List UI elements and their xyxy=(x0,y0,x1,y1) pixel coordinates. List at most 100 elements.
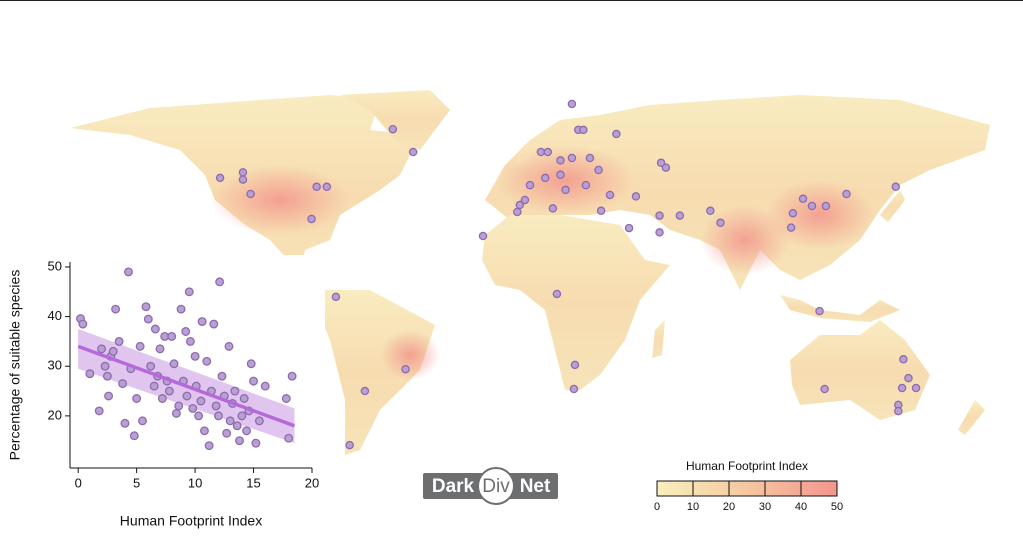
x-tick-label: 0 xyxy=(75,475,82,490)
logo: Dark Div Net xyxy=(423,467,558,505)
logo-net: Net xyxy=(520,476,551,497)
site xyxy=(605,190,615,200)
point xyxy=(169,359,179,369)
point xyxy=(284,433,294,443)
site xyxy=(215,173,225,183)
point xyxy=(188,403,198,413)
site xyxy=(596,206,606,216)
japan xyxy=(880,190,905,222)
point xyxy=(102,371,112,381)
greenland xyxy=(340,90,450,150)
point xyxy=(141,302,151,312)
footprint-hotspot xyxy=(210,165,350,235)
point xyxy=(232,421,242,431)
site xyxy=(520,195,530,205)
site xyxy=(478,231,488,241)
point xyxy=(167,332,177,341)
colorbar-tick-label: 10 xyxy=(687,501,699,513)
point xyxy=(202,356,212,366)
point xyxy=(155,344,165,354)
point xyxy=(129,431,139,441)
point xyxy=(217,371,227,381)
colorbar-tick-label: 30 xyxy=(759,501,771,513)
point xyxy=(78,319,88,329)
site xyxy=(807,201,817,211)
footprint-hotspot xyxy=(495,145,635,215)
logo-div: Div xyxy=(482,476,510,497)
point xyxy=(150,324,160,334)
footprint-hotspot xyxy=(765,180,875,250)
point xyxy=(199,426,209,436)
point xyxy=(239,394,249,403)
point xyxy=(197,317,207,327)
point xyxy=(281,394,291,403)
point xyxy=(118,379,128,389)
site xyxy=(661,163,671,172)
site xyxy=(238,168,248,177)
logo-dark: Dark xyxy=(432,476,475,497)
new-zealand xyxy=(958,400,985,435)
site xyxy=(821,201,831,211)
point xyxy=(182,391,192,401)
australia xyxy=(790,320,930,420)
point xyxy=(104,391,114,401)
point xyxy=(176,304,186,314)
site xyxy=(515,200,525,210)
point xyxy=(260,381,270,391)
point xyxy=(211,401,221,411)
madagascar xyxy=(652,320,665,358)
x-tick-label: 15 xyxy=(246,475,260,490)
point xyxy=(249,376,258,386)
site xyxy=(312,182,321,192)
site xyxy=(675,211,685,220)
point xyxy=(164,386,174,396)
point xyxy=(246,359,256,369)
point xyxy=(184,287,194,297)
point xyxy=(225,416,235,426)
point xyxy=(174,401,184,411)
point xyxy=(196,396,206,406)
site xyxy=(548,204,558,213)
sites xyxy=(215,99,921,450)
point xyxy=(132,394,142,403)
site xyxy=(656,158,666,168)
point xyxy=(100,361,110,371)
site xyxy=(579,125,588,135)
point xyxy=(108,346,118,356)
site xyxy=(556,170,565,180)
x-tick-label: 10 xyxy=(188,475,202,490)
site xyxy=(655,211,664,220)
site xyxy=(360,386,370,396)
site xyxy=(624,223,634,233)
point xyxy=(237,411,247,421)
site xyxy=(388,124,398,134)
x-axis-label: Human Footprint Index xyxy=(120,513,262,529)
point xyxy=(209,319,219,329)
point xyxy=(143,314,153,324)
point xyxy=(85,369,95,379)
colorbar-ramp xyxy=(656,480,838,497)
point xyxy=(149,381,159,391)
point xyxy=(222,428,232,438)
eurasia xyxy=(485,95,990,290)
point xyxy=(224,341,234,351)
point xyxy=(194,411,204,421)
site xyxy=(307,214,316,224)
site xyxy=(570,360,580,370)
y-tick-label: 30 xyxy=(48,358,62,373)
point xyxy=(157,394,167,403)
colorbar-tick-label: 40 xyxy=(795,501,807,513)
point xyxy=(94,406,104,416)
site xyxy=(543,147,553,157)
y-tick-label: 20 xyxy=(48,407,62,422)
site xyxy=(322,182,332,192)
site xyxy=(899,355,908,364)
point xyxy=(254,416,264,426)
site xyxy=(716,218,725,228)
site xyxy=(513,207,522,217)
site xyxy=(891,182,901,192)
x-tick-label: 20 xyxy=(305,475,319,490)
point xyxy=(111,304,121,314)
point xyxy=(171,408,181,418)
logo-circle xyxy=(477,467,515,505)
